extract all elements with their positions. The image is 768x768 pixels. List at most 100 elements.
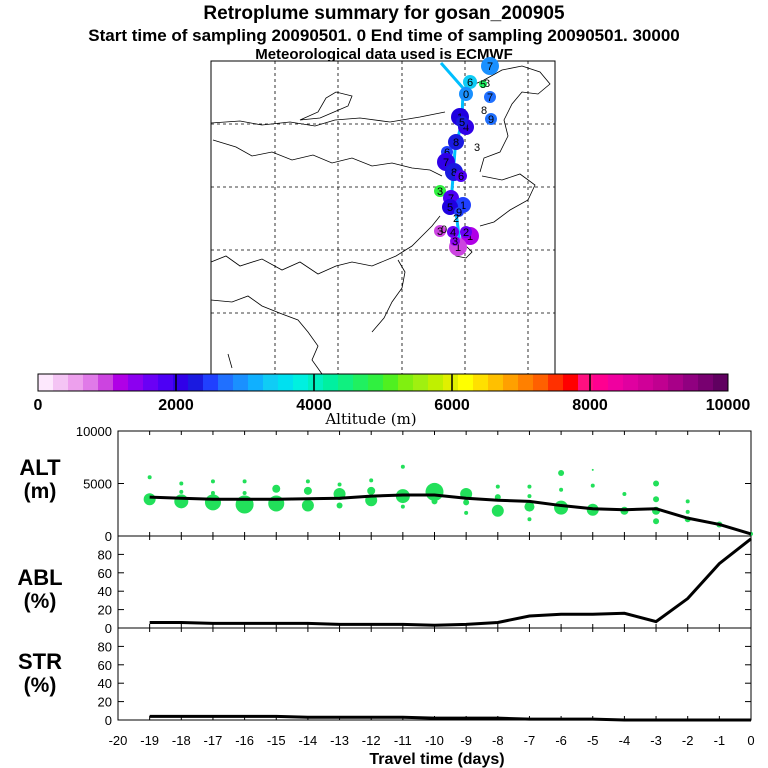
colorbar-swatch [413, 374, 429, 391]
svg-text:7: 7 [443, 157, 449, 169]
alt-scatter-point [400, 504, 405, 509]
trajectory-map: 786507891453867863715923412103 [210, 57, 556, 375]
alt-scatter-point [242, 490, 247, 495]
alt-scatter-point [527, 494, 532, 499]
plume-marker: 9 [454, 207, 464, 219]
alt-scatter-point [367, 486, 376, 495]
svg-text:7: 7 [448, 193, 454, 205]
plume-marker: 2 [460, 226, 472, 239]
plume-marker: 4 [447, 226, 459, 239]
plume-marker: 3 [434, 185, 446, 198]
colorbar-swatch [683, 374, 699, 391]
colorbar-swatch [308, 374, 324, 391]
alt-scatter-point [147, 475, 152, 480]
colorbar-swatch [608, 374, 624, 391]
colorbar-swatch [473, 374, 489, 391]
plume-marker: 5 [456, 116, 468, 129]
colorbar-swatch [713, 374, 729, 391]
y-tick-label: 5000 [83, 477, 112, 492]
map-frame [210, 60, 556, 375]
alt-scatter-point [494, 494, 501, 501]
alt-scatter-point [210, 479, 215, 484]
x-tick-label: -1 [714, 733, 726, 748]
x-tick-label: -6 [555, 733, 567, 748]
alt-scatter-point [431, 498, 438, 505]
alt-scatter-point [242, 479, 247, 484]
colorbar-swatch [533, 374, 549, 391]
colorbar-swatch [518, 374, 534, 391]
x-tick-label: -19 [140, 733, 159, 748]
svg-text:7: 7 [487, 92, 493, 104]
x-tick-label: -2 [682, 733, 694, 748]
alt-scatter-point [491, 504, 504, 517]
colorbar-tick-label: 6000 [434, 397, 470, 414]
plume-markers: 786507891453867863715923412103 [434, 57, 499, 256]
plume-marker: 8 [448, 134, 464, 150]
svg-text:5: 5 [459, 117, 465, 129]
sampling-time-line: Start time of sampling 20090501. 0 End t… [88, 26, 680, 45]
colorbar-swatch [53, 374, 69, 391]
alt-scatter-point [303, 486, 312, 495]
alt-scatter-point [653, 518, 660, 525]
x-tick-label: -13 [330, 733, 349, 748]
alt-scatter-point [179, 489, 184, 494]
x-tick-label: -18 [172, 733, 191, 748]
plume-marker: 5 [442, 199, 458, 215]
colorbar-swatch [278, 374, 294, 391]
svg-text:6: 6 [444, 147, 450, 159]
colorbar-swatch [263, 374, 279, 391]
svg-text:8: 8 [451, 167, 457, 179]
map-gridlines [211, 61, 555, 374]
alt-scatter-point [559, 487, 564, 492]
colorbar-swatch [458, 374, 474, 391]
svg-text:9: 9 [456, 207, 462, 219]
x-tick-label: -7 [524, 733, 536, 748]
alt-scatter-point [653, 496, 660, 503]
svg-text:6: 6 [467, 77, 473, 89]
alt-scatter-point [179, 481, 184, 486]
colorbar-swatch [578, 374, 594, 391]
svg-text:3: 3 [437, 186, 443, 198]
colorbar-swatch [488, 374, 504, 391]
colorbar-swatch [323, 374, 339, 391]
plume-marker: 0 [459, 87, 473, 101]
colorbar-swatch [38, 374, 54, 391]
abl-line [149, 537, 752, 627]
alt-mean-line [149, 493, 752, 536]
colorbar-swatch [503, 374, 519, 391]
panel-frame [117, 627, 752, 721]
svg-text:2: 2 [463, 227, 469, 239]
y-tick-label: 10000 [76, 424, 112, 439]
y-tick-label: 0 [105, 713, 112, 728]
colorbar-swatch [173, 374, 189, 391]
alt-scatter-point [653, 480, 660, 487]
colorbar-swatch [293, 374, 309, 391]
alt-scatter-point [305, 479, 310, 484]
svg-text:0: 0 [441, 224, 447, 236]
colorbar-swatch [248, 374, 264, 391]
alt-scatter-point [685, 509, 690, 514]
colorbar-tick-label: 8000 [572, 397, 608, 414]
alt-scatter-point [590, 483, 595, 488]
y-tick-label: 80 [98, 639, 112, 654]
alt-scatter-point [524, 501, 535, 512]
x-tick-label: -8 [492, 733, 504, 748]
plume-marker: 5 [479, 79, 487, 91]
colorbar-tick-label: 2000 [158, 397, 194, 414]
svg-text:7: 7 [487, 61, 493, 73]
plume-marker: 3 [450, 236, 460, 248]
alt-scatter-point [527, 517, 532, 522]
x-tick-label: -10 [425, 733, 444, 748]
plume-marker: 9 [485, 113, 497, 126]
x-tick-label: -16 [235, 733, 254, 748]
svg-text:5: 5 [447, 202, 453, 214]
svg-text:3: 3 [474, 142, 480, 154]
alt-scatter-point [143, 493, 156, 506]
plume-marker: 6 [463, 75, 477, 89]
meteo-data-line: Meteorological data used is ECMWF [255, 46, 513, 63]
alt-scatter-point [301, 499, 314, 512]
str-panel-label: STR (%) [18, 649, 62, 698]
x-tick-label: 0 [747, 733, 754, 748]
